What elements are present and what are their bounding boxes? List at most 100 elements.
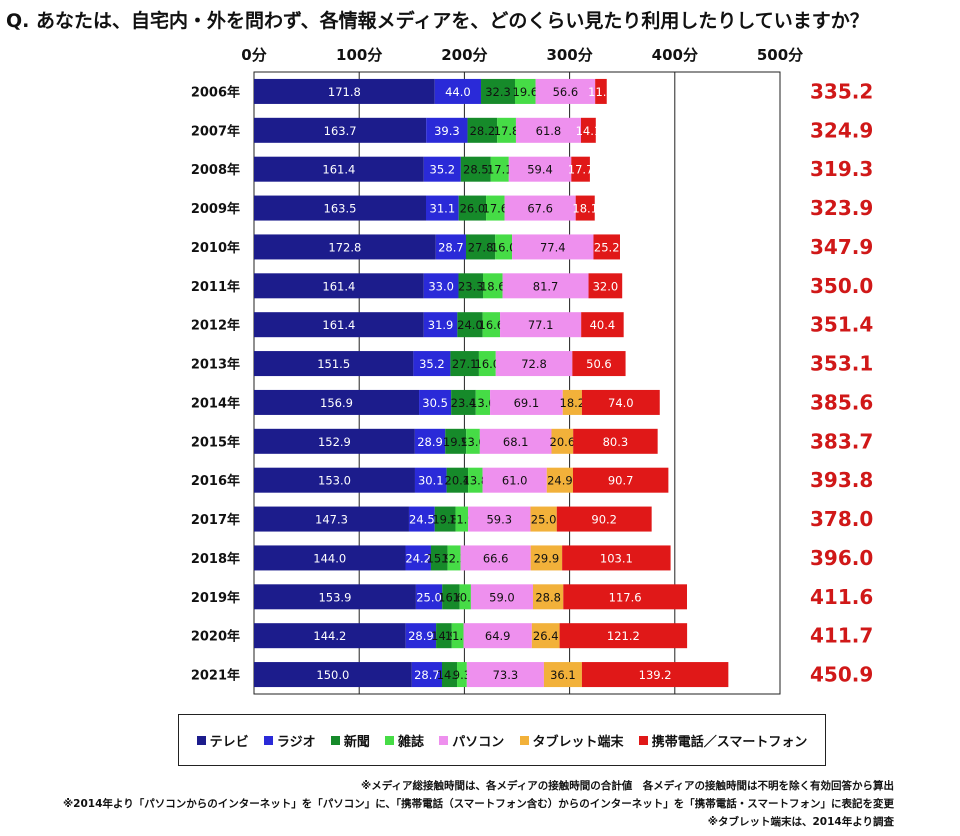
bar-segment [413, 351, 451, 377]
data-label: 28.9 [417, 435, 443, 449]
data-label: 18.1 [572, 202, 598, 216]
legend-label: 新聞 [343, 734, 370, 750]
total-label: 353.1 [810, 352, 873, 376]
bar-segment [254, 545, 406, 571]
bar-segment [543, 662, 582, 688]
legend: テレビ ラジオ 新聞 雑誌 パソコン タブレット端末 携帯電話／スマートフォン [178, 714, 826, 766]
data-label: 23.3 [458, 279, 484, 293]
bar-segment [442, 584, 460, 610]
data-label: 27.1 [452, 357, 478, 371]
legend-item: 携帯電話／スマートフォン [638, 731, 807, 750]
data-label: 59.3 [486, 513, 512, 527]
data-label: 13.6 [470, 396, 496, 410]
data-label: 80.3 [603, 435, 629, 449]
data-label: 39.3 [434, 124, 460, 138]
bar-segment [515, 117, 581, 143]
bar-segment [495, 234, 513, 260]
data-label: 13.8 [463, 474, 489, 488]
bar-segment [572, 351, 626, 377]
legend-item: テレビ [196, 731, 249, 750]
data-label: 28.9 [408, 629, 434, 643]
bar-segment [423, 312, 458, 338]
bar-segment [426, 195, 459, 221]
x-tick-label: 500分 [757, 46, 803, 64]
bar-segment [457, 312, 483, 338]
total-label: 383.7 [810, 429, 873, 453]
total-label: 335.2 [810, 79, 873, 103]
bar-segment [460, 156, 491, 182]
bar-segment [423, 156, 461, 182]
data-label: 16.0 [475, 357, 501, 371]
bar-segment [254, 662, 412, 688]
total-label: 450.9 [810, 663, 873, 687]
chart-title: Q. あなたは、自宅内・外を問わず、各情報メディアを、どのくらい見たり利用したり… [6, 10, 869, 32]
bar-segment [414, 428, 446, 454]
data-label: 68.1 [503, 435, 529, 449]
data-label: 25.0 [531, 513, 557, 527]
legend-item: パソコン [439, 731, 504, 750]
data-label: 35.2 [419, 357, 445, 371]
bar-segment [415, 584, 443, 610]
data-label: 103.1 [600, 551, 633, 565]
bar-segment [254, 584, 416, 610]
bar-segment [580, 117, 596, 143]
data-label: 20.6 [550, 435, 576, 449]
data-label: 56.6 [553, 85, 579, 99]
bar-segment [486, 195, 505, 221]
bar-segment [423, 273, 459, 299]
bar-segment [581, 662, 729, 688]
bar-segment [408, 506, 435, 532]
data-label: 32.3 [485, 85, 511, 99]
data-label: 90.7 [608, 474, 634, 488]
data-label: 24.2 [405, 551, 431, 565]
data-label: 23.4 [451, 396, 477, 410]
bar-segment [445, 428, 467, 454]
bar-segment [411, 662, 442, 688]
bar-segment [457, 662, 467, 688]
bar-segment [515, 78, 536, 104]
bar-segment [460, 545, 531, 571]
bar-segment [530, 506, 557, 532]
bar-segment [490, 156, 509, 182]
x-tick-label: 300分 [546, 46, 592, 64]
data-label: 25.2 [594, 240, 620, 254]
legend-swatch [439, 735, 449, 745]
bar-segment [458, 273, 484, 299]
data-label: 17.6 [483, 202, 509, 216]
data-label: 59.0 [489, 590, 515, 604]
data-label: 25.0 [416, 590, 442, 604]
legend-swatch [330, 735, 340, 745]
data-label: 16.6 [438, 590, 464, 604]
data-label: 77.4 [540, 240, 566, 254]
bar-segment [530, 545, 563, 571]
bar-segment [593, 234, 620, 260]
legend-item: タブレット端末 [519, 731, 624, 750]
bar-segment [254, 623, 406, 649]
total-label: 393.8 [810, 468, 873, 492]
data-label: 40.4 [590, 318, 616, 332]
bar-segment [436, 623, 452, 649]
legend-swatch [263, 735, 273, 745]
data-label: 33.0 [428, 279, 454, 293]
bar-segment [450, 351, 479, 377]
data-label: 163.7 [324, 124, 357, 138]
bar-segment [573, 428, 658, 454]
legend-label: テレビ [209, 734, 249, 750]
total-label: 347.9 [810, 235, 873, 259]
data-label: 17.7 [568, 163, 594, 177]
bar-segment [508, 156, 572, 182]
total-label: 411.7 [810, 624, 873, 648]
bar-segment [254, 467, 415, 493]
data-label: 24.5 [409, 513, 435, 527]
bar-segment [254, 273, 424, 299]
bar-segment [458, 195, 487, 221]
data-label: 17.8 [494, 124, 520, 138]
bar-segment [426, 117, 468, 143]
bar-segment [434, 78, 482, 104]
bar-segment [581, 312, 624, 338]
total-label: 385.6 [810, 390, 873, 414]
category-label: 2019年 [191, 590, 240, 606]
data-label: 14.1 [576, 124, 602, 138]
total-label: 411.6 [810, 585, 873, 609]
bar-segment [451, 623, 464, 649]
